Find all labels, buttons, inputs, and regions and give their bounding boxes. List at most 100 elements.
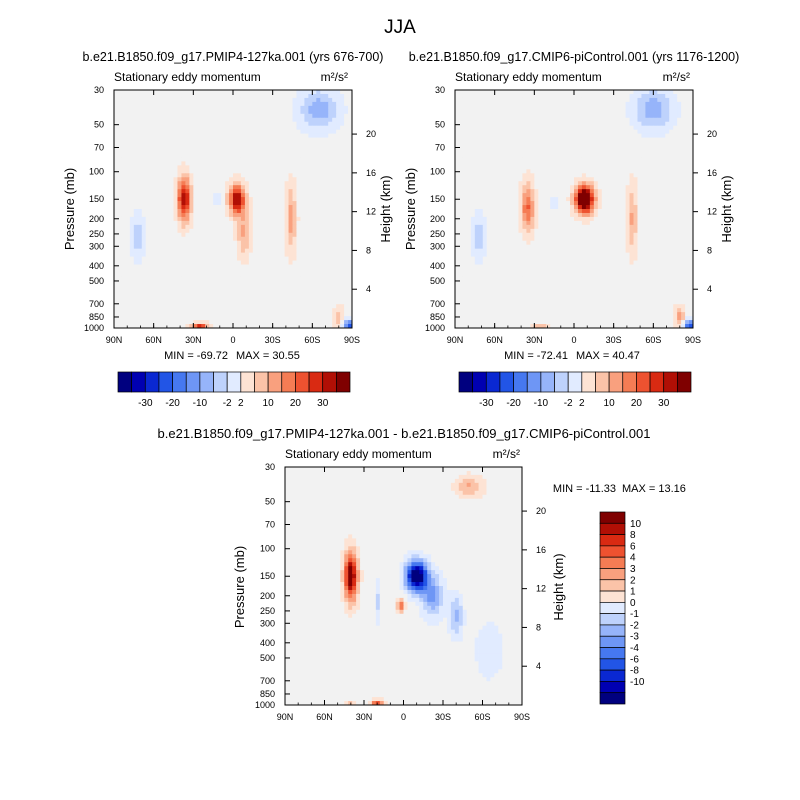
field-cell [193, 193, 198, 198]
field-cell [482, 101, 488, 107]
field-cell [189, 308, 194, 313]
field-cell [534, 157, 539, 162]
field-cell [149, 90, 155, 95]
field-cell [233, 129, 238, 135]
field-cell [133, 324, 139, 329]
field-cell [276, 320, 281, 325]
field-cell [264, 252, 270, 257]
field-cell [292, 212, 297, 218]
field-cell [177, 141, 182, 146]
field-cell [165, 185, 170, 190]
field-cell [570, 165, 575, 170]
field-cell [256, 125, 262, 131]
field-cell [284, 320, 289, 325]
field-cell [288, 256, 293, 261]
field-cell [320, 224, 325, 230]
field-cell [157, 216, 162, 222]
field-cell [276, 129, 281, 135]
field-cell [153, 232, 159, 238]
field-cell [240, 121, 246, 127]
field-cell [455, 117, 460, 123]
field-cell [193, 181, 198, 186]
field-cell [669, 125, 674, 131]
field-cell [304, 165, 309, 170]
field-cell [217, 129, 222, 135]
field-cell [462, 113, 468, 119]
field-cell [546, 109, 551, 115]
field-cell [117, 292, 123, 297]
field-cell [201, 201, 206, 206]
field-cell [689, 105, 694, 111]
field-cell [280, 197, 285, 202]
field-cell [280, 181, 285, 186]
field-cell [141, 209, 147, 214]
field-cell [165, 145, 170, 150]
field-cell [296, 153, 301, 158]
field-cell [288, 232, 293, 238]
field-cell [308, 236, 313, 242]
field-cell [236, 125, 242, 131]
field-cell [673, 165, 678, 170]
field-cell [129, 189, 135, 194]
field-cell [308, 113, 313, 119]
field-cell [165, 256, 170, 261]
field-cell [300, 201, 305, 206]
field-cell [669, 117, 674, 123]
field-cell [336, 312, 341, 317]
field-cell [308, 268, 313, 273]
field-cell [252, 276, 258, 281]
field-cell [169, 304, 174, 309]
field-cell [141, 153, 147, 158]
field-cell [217, 97, 222, 103]
field-cell [316, 93, 321, 99]
field-cell [225, 209, 230, 214]
field-cell [328, 288, 333, 293]
field-cell [189, 169, 194, 174]
field-cell [189, 268, 194, 273]
field-cell [506, 121, 511, 127]
field-cell [157, 193, 162, 198]
field-cell [205, 113, 210, 119]
field-cell [236, 280, 242, 285]
field-cell [114, 248, 119, 254]
field-cell [288, 181, 293, 186]
field-cell [268, 161, 274, 166]
field-cell [244, 320, 250, 325]
field-cell [328, 264, 333, 269]
field-cell [474, 109, 480, 115]
field-cell [522, 105, 527, 111]
field-cell [324, 240, 329, 246]
field-cell [229, 181, 234, 186]
field-cell [141, 240, 147, 246]
field-cell [161, 244, 166, 250]
field-cell [173, 216, 178, 222]
field-cell [288, 212, 293, 218]
field-cell [304, 181, 309, 186]
main-title: JJA [384, 17, 416, 38]
field-cell [129, 141, 135, 146]
field-cell [181, 189, 186, 194]
field-cell [657, 101, 662, 107]
field-cell [114, 97, 119, 103]
field-cell [217, 280, 222, 285]
field-cell [312, 240, 317, 246]
field-cell [133, 181, 139, 186]
field-cell [577, 105, 583, 111]
field-cell [280, 312, 285, 317]
field-cell [470, 161, 476, 166]
field-cell [340, 256, 345, 261]
field-cell [316, 189, 321, 194]
field-cell [340, 288, 345, 293]
field-cell [502, 165, 507, 170]
field-cell [185, 228, 190, 234]
field-cell [470, 141, 476, 146]
field-cell [613, 149, 619, 154]
field-cell [340, 292, 345, 297]
field-cell [133, 304, 139, 309]
field-cell [268, 268, 274, 273]
field-cell [673, 145, 678, 150]
field-cell [205, 97, 210, 103]
field-cell [272, 276, 278, 281]
field-cell [466, 145, 472, 150]
field-cell [581, 165, 587, 170]
